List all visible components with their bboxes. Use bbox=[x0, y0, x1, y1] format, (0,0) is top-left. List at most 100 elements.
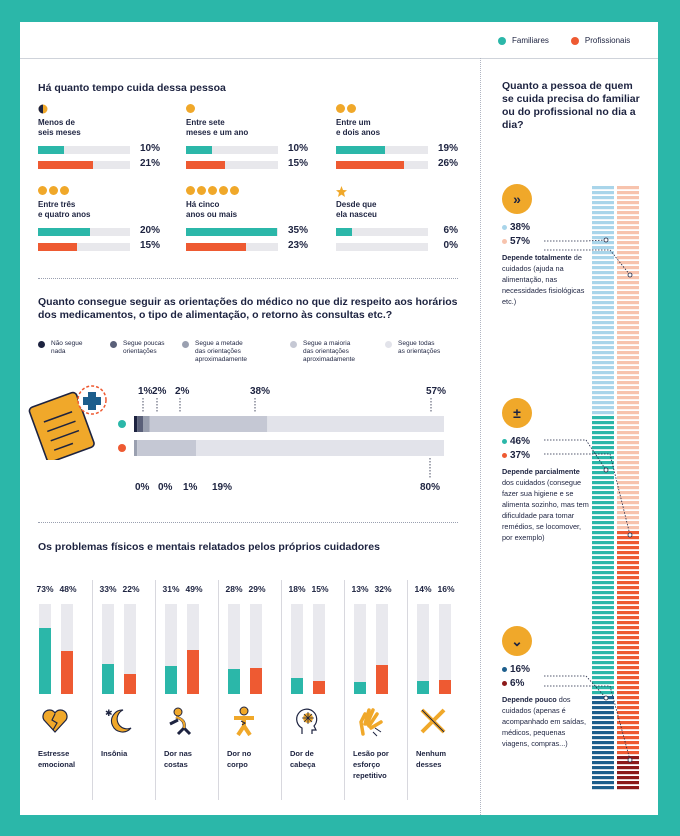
dependence-bar-stripe bbox=[592, 611, 614, 615]
fam-bar-track bbox=[38, 228, 130, 236]
dependence-bar-stripe bbox=[592, 221, 614, 225]
dependence-bar-stripe bbox=[592, 296, 614, 300]
dependence-bar-stripe bbox=[592, 621, 614, 625]
fam-adherence-label: 57% bbox=[426, 386, 446, 397]
pro-pct: 57% bbox=[502, 236, 530, 247]
dependence-bar-stripe bbox=[617, 781, 639, 785]
dependence-bar-stripe bbox=[592, 306, 614, 310]
leader-dot bbox=[627, 757, 633, 763]
dependence-bar-stripe bbox=[617, 431, 639, 435]
dependence-bar-stripe bbox=[617, 451, 639, 455]
pro-bar bbox=[250, 667, 262, 694]
dependence-bar-stripe bbox=[617, 591, 639, 595]
duration-dots-icon bbox=[186, 104, 195, 114]
dependence-bar-stripe bbox=[617, 216, 639, 220]
dependence-bar-stripe bbox=[617, 621, 639, 625]
fam-pct: 46% bbox=[502, 436, 530, 447]
adherence-legend-item: Segue todas as orientações bbox=[385, 340, 440, 356]
fam-track bbox=[165, 604, 177, 694]
tenure-label: Há cinco anos ou mais bbox=[186, 200, 238, 219]
series-dot bbox=[118, 444, 126, 452]
pro-pct: 29% bbox=[248, 584, 266, 594]
fam-adherence-label: 1% bbox=[138, 386, 153, 397]
dependence-bar-stripe bbox=[617, 561, 639, 565]
fam-pct: 16% bbox=[502, 664, 530, 675]
tenure-label: Menos de seis meses bbox=[38, 118, 81, 137]
dependence-bar-stripe bbox=[617, 731, 639, 735]
header-divider bbox=[20, 58, 658, 59]
dependence-bar-stripe bbox=[592, 286, 614, 290]
dependence-bar-stripe bbox=[592, 651, 614, 655]
dependence-bar-stripe bbox=[592, 536, 614, 540]
dependence-bar-stripe bbox=[592, 566, 614, 570]
dependence-bar-stripe bbox=[592, 626, 614, 630]
dependence-bar-stripe bbox=[592, 386, 614, 390]
problem-label: Dor no corpo bbox=[227, 749, 252, 769]
fam-bar-track bbox=[38, 146, 130, 154]
dependence-bar-stripe bbox=[592, 391, 614, 395]
pro-track bbox=[313, 604, 325, 694]
dependence-bar-stripe bbox=[617, 266, 639, 270]
dependence-bar-stripe bbox=[592, 746, 614, 750]
dependence-bar-stripe bbox=[592, 381, 614, 385]
fam-bar bbox=[165, 666, 177, 694]
dependence-bar-stripe bbox=[592, 256, 614, 260]
dependence-bar-stripe bbox=[617, 676, 639, 680]
dependence-bar-stripe bbox=[592, 461, 614, 465]
fam-bar bbox=[186, 228, 277, 236]
dependence-bar-stripe bbox=[592, 736, 614, 740]
dependence-bar-stripe bbox=[592, 591, 614, 595]
section-divider-2 bbox=[38, 522, 458, 523]
dependence-bar-stripe bbox=[592, 446, 614, 450]
fam-pct: 20% bbox=[139, 225, 160, 236]
tenure-title: Há quanto tempo cuida dessa pessoa bbox=[38, 82, 226, 94]
fam-pct: 18% bbox=[288, 584, 306, 594]
dependence-bar-stripe bbox=[617, 766, 639, 770]
pro-track bbox=[439, 604, 451, 694]
adherence-segment bbox=[137, 440, 196, 456]
dependence-bar-stripe bbox=[617, 196, 639, 200]
fam-bar-track bbox=[186, 228, 278, 236]
dependence-bar-stripe bbox=[592, 561, 614, 565]
dependence-bar-stripe bbox=[592, 366, 614, 370]
dependence-bar-stripe bbox=[617, 256, 639, 260]
dependence-bar-stripe bbox=[617, 306, 639, 310]
dependence-bar-stripe bbox=[592, 451, 614, 455]
dependence-bar-stripe bbox=[617, 271, 639, 275]
dependence-bar-stripe bbox=[617, 656, 639, 660]
dependence-bar-stripe bbox=[592, 421, 614, 425]
dependence-bar-stripe bbox=[592, 361, 614, 365]
pro-track bbox=[187, 604, 199, 694]
dependence-bar-stripe bbox=[617, 421, 639, 425]
dependence-bar-stripe bbox=[592, 291, 614, 295]
fam-bar bbox=[417, 681, 429, 694]
fam-adherence-label: 2% bbox=[175, 386, 190, 397]
dependence-bar-stripe bbox=[592, 411, 614, 415]
dependence-bar-stripe bbox=[617, 571, 639, 575]
dependence-bar-stripe bbox=[592, 546, 614, 550]
fam-pct: 31% bbox=[162, 584, 180, 594]
dependence-bar-stripe bbox=[617, 706, 639, 710]
problem-label: Lesão por esforço repetitivo bbox=[353, 749, 389, 780]
dependence-bar-stripe bbox=[617, 446, 639, 450]
dependence-bar-stripe bbox=[592, 776, 614, 780]
dependence-bar-stripe bbox=[592, 241, 614, 245]
dependence-bar-stripe bbox=[617, 356, 639, 360]
dependence-bar-stripe bbox=[592, 656, 614, 660]
dependence-bar-stripe bbox=[617, 361, 639, 365]
dependence-bar-stripe bbox=[592, 186, 614, 190]
dependence-bar-stripe bbox=[592, 616, 614, 620]
fam-pct: 19% bbox=[437, 143, 458, 154]
dependence-bar-stripe bbox=[617, 566, 639, 570]
pro-bar bbox=[186, 161, 225, 169]
dependence-bar-stripe bbox=[592, 721, 614, 725]
dependence-bar-stripe bbox=[617, 406, 639, 410]
pro-bar bbox=[38, 161, 93, 169]
dependence-bar-stripe bbox=[617, 341, 639, 345]
dependence-bar-stripe bbox=[592, 201, 614, 205]
dependence-bar-stripe bbox=[617, 386, 639, 390]
fam-pct: 14% bbox=[414, 584, 432, 594]
dependence-bar-stripe bbox=[617, 346, 639, 350]
chevron-down-icon: ⌄ bbox=[502, 626, 532, 656]
pro-pct: 6% bbox=[502, 678, 524, 689]
